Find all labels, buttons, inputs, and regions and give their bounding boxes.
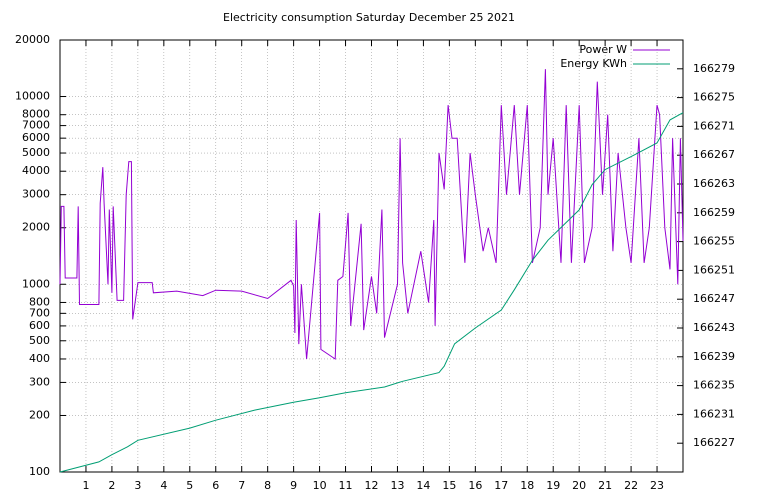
y-tick-label: 1000	[22, 277, 50, 290]
x-tick-label: 14	[416, 479, 430, 492]
y-tick-label: 7000	[22, 119, 50, 132]
y-tick-label: 800	[29, 295, 50, 308]
x-tick-label: 8	[264, 479, 271, 492]
x-tick-label: 6	[212, 479, 219, 492]
y-tick-label: 500	[29, 334, 50, 347]
y-tick-label: 4000	[22, 164, 50, 177]
y-tick-label: 400	[29, 352, 50, 365]
y2-tick-label: 166259	[693, 206, 735, 219]
x-tick-label: 23	[650, 479, 664, 492]
legend-label: Energy KWh	[560, 57, 627, 70]
x-tick-label: 18	[520, 479, 534, 492]
y2-tick-label: 166239	[693, 350, 735, 363]
y2-tick-label: 166235	[693, 379, 735, 392]
x-tick-label: 12	[365, 479, 379, 492]
chart-title: Electricity consumption Saturday Decembe…	[223, 11, 515, 24]
x-tick-label: 11	[339, 479, 353, 492]
y2-tick-label: 166267	[693, 148, 735, 161]
x-tick-label: 16	[468, 479, 482, 492]
x-tick-label: 5	[186, 479, 193, 492]
y2-tick-label: 166251	[693, 263, 735, 276]
y2-tick-label: 166271	[693, 119, 735, 132]
y-tick-label: 200	[29, 408, 50, 421]
y2-tick-label: 166247	[693, 292, 735, 305]
x-tick-label: 22	[624, 479, 638, 492]
y-tick-label: 8000	[22, 108, 50, 121]
y-tick-label: 2000	[22, 221, 50, 234]
x-tick-label: 3	[134, 479, 141, 492]
y-tick-label: 10000	[15, 90, 50, 103]
y-tick-label: 300	[29, 375, 50, 388]
y-tick-label: 700	[29, 306, 50, 319]
x-tick-label: 17	[494, 479, 508, 492]
y2-tick-label: 166255	[693, 235, 735, 248]
x-tick-label: 7	[238, 479, 245, 492]
x-tick-label: 2	[108, 479, 115, 492]
x-tick-label: 13	[390, 479, 404, 492]
y-tick-label: 20000	[15, 33, 50, 46]
y-tick-label: 3000	[22, 188, 50, 201]
y2-tick-label: 166227	[693, 436, 735, 449]
y-tick-label: 600	[29, 319, 50, 332]
x-tick-label: 1	[82, 479, 89, 492]
x-tick-label: 21	[598, 479, 612, 492]
legend-label: Power W	[579, 43, 627, 56]
y-tick-label: 5000	[22, 146, 50, 159]
y-tick-label: 6000	[22, 131, 50, 144]
y-tick-label: 100	[29, 465, 50, 478]
series-line	[59, 112, 684, 473]
x-tick-label: 10	[313, 479, 327, 492]
y2-tick-label: 166263	[693, 177, 735, 190]
series-line	[59, 69, 684, 360]
x-tick-label: 15	[442, 479, 456, 492]
x-tick-label: 4	[160, 479, 167, 492]
x-tick-label: 19	[546, 479, 560, 492]
x-tick-label: 9	[290, 479, 297, 492]
y2-tick-label: 166231	[693, 407, 735, 420]
x-tick-label: 20	[572, 479, 586, 492]
y2-tick-label: 166243	[693, 321, 735, 334]
y2-tick-label: 166275	[693, 91, 735, 104]
y2-tick-label: 166279	[693, 62, 735, 75]
